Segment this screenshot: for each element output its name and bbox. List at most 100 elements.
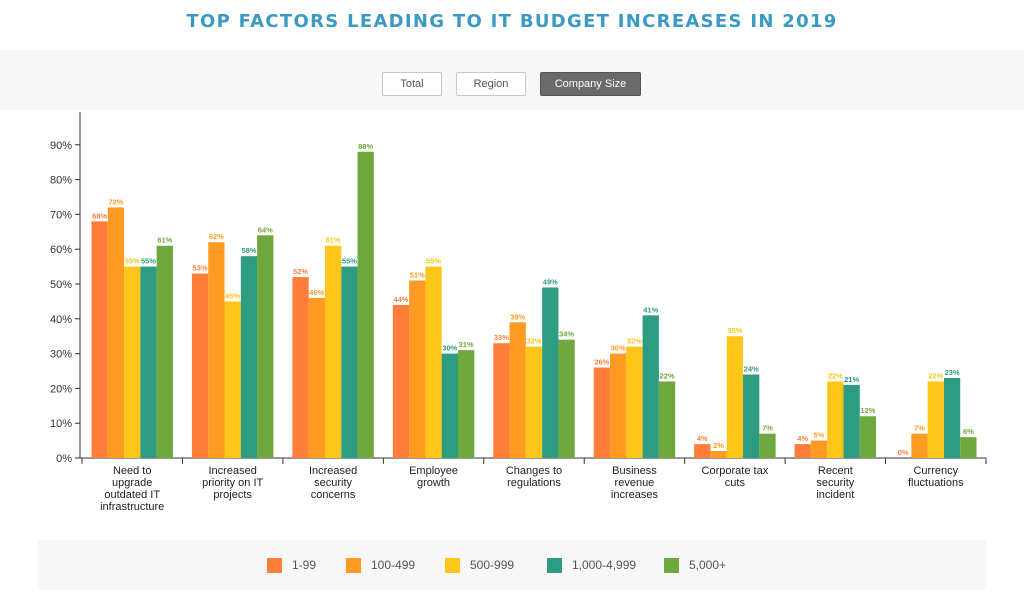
data-label: 12% (860, 406, 875, 415)
x-category-label: security (816, 477, 854, 489)
data-label: 32% (526, 337, 541, 346)
bar (694, 444, 711, 458)
bar (927, 381, 944, 458)
data-label: 64% (258, 225, 273, 234)
bar (324, 245, 342, 458)
x-category-label: upgrade (112, 477, 152, 489)
data-label: 61% (157, 236, 172, 245)
x-category-label: Need to (113, 465, 152, 477)
x-category-label: Recent (818, 465, 853, 477)
bar (642, 315, 659, 458)
bar (409, 280, 426, 458)
data-label: 30% (442, 344, 457, 353)
x-category-label: projects (213, 489, 252, 501)
bar (357, 151, 374, 458)
data-label: 7% (914, 424, 925, 433)
legend-label: 1,000-4,999 (572, 558, 637, 572)
data-label: 22% (828, 371, 843, 380)
region-button[interactable]: Region (456, 72, 526, 96)
bar (91, 221, 108, 458)
x-category-label: revenue (615, 477, 655, 489)
bar (626, 346, 643, 458)
data-label: 44% (393, 295, 408, 304)
data-label: 6% (963, 427, 974, 436)
x-category-label: Changes to (506, 465, 562, 477)
bar (341, 266, 358, 458)
bar (593, 367, 610, 458)
bar (107, 207, 125, 458)
filter-toolbar: Total Region Company Size (0, 50, 1024, 110)
x-category-label: infrastructure (100, 501, 164, 513)
legend-item-100-499[interactable]: 100-499 (346, 556, 415, 574)
y-tick-label: 40% (50, 314, 72, 326)
data-label: 0% (898, 448, 909, 457)
bar (124, 266, 141, 458)
data-label: 41% (643, 305, 658, 314)
bar (208, 242, 225, 458)
bar (558, 339, 575, 458)
legend-swatch (664, 557, 679, 573)
y-tick-label: 90% (50, 140, 72, 152)
x-category-label: Employee (409, 465, 458, 477)
bar (726, 336, 744, 458)
bar (257, 235, 274, 458)
bar (943, 377, 961, 458)
x-category-label: increases (611, 489, 659, 501)
total-button[interactable]: Total (382, 72, 442, 96)
bar (759, 433, 776, 458)
bar (509, 322, 526, 458)
legend-item-500-999[interactable]: 500-999 (445, 556, 514, 574)
y-tick-label: 60% (50, 244, 72, 256)
x-category-label: Increased (209, 465, 257, 477)
data-label: 4% (797, 434, 808, 443)
bar (794, 444, 811, 458)
y-tick-label: 70% (50, 209, 72, 221)
data-label: 46% (309, 288, 324, 297)
x-category-label: outdated IT (104, 489, 160, 501)
data-label: 26% (594, 358, 609, 367)
bar (425, 266, 442, 458)
legend-item-1-99[interactable]: 1-99 (267, 556, 316, 574)
bar (493, 343, 510, 458)
bar (441, 353, 459, 458)
chart-title: TOP FACTORS LEADING TO IT BUDGET INCREAS… (186, 11, 838, 32)
legend-label: 100-499 (371, 558, 416, 572)
data-label: 39% (510, 312, 525, 321)
legend-item-1000-4999[interactable]: 1,000-4,999 (547, 556, 636, 574)
x-category-label: Business (612, 465, 657, 477)
x-category-label: Corporate tax (702, 465, 769, 477)
data-label: 22% (660, 371, 675, 380)
bar (743, 374, 760, 458)
data-label: 30% (611, 344, 626, 353)
bar (810, 440, 828, 458)
data-label: 88% (358, 142, 373, 151)
data-label: 22% (928, 371, 943, 380)
data-label: 23% (945, 368, 960, 377)
data-label: 21% (844, 375, 859, 384)
data-label: 61% (326, 236, 341, 245)
y-tick-label: 10% (50, 418, 72, 430)
data-label: 4% (697, 434, 708, 443)
data-label: 5% (814, 431, 825, 440)
legend-label: 5,000+ (689, 558, 727, 572)
bar (960, 437, 977, 458)
data-label: 34% (559, 330, 574, 339)
data-label: 68% (92, 211, 107, 220)
data-label: 55% (141, 257, 156, 266)
company-size-button[interactable]: Company Size (540, 72, 641, 96)
y-tick-label: 80% (50, 175, 72, 187)
legend-swatch (267, 557, 282, 573)
legend-item-5000-plus[interactable]: 5,000+ (664, 556, 726, 574)
bar (710, 451, 727, 458)
legend-swatch (547, 557, 562, 573)
data-label: 7% (762, 424, 773, 433)
data-label: 62% (209, 232, 224, 241)
x-category-label: concerns (311, 489, 356, 501)
x-category-label: security (314, 477, 352, 489)
bar (240, 256, 258, 458)
x-category-label: regulations (507, 477, 561, 489)
data-label: 52% (293, 267, 308, 276)
data-label: 55% (342, 257, 357, 266)
x-category-label: cuts (725, 477, 746, 489)
x-category-label: priority on IT (202, 477, 263, 489)
